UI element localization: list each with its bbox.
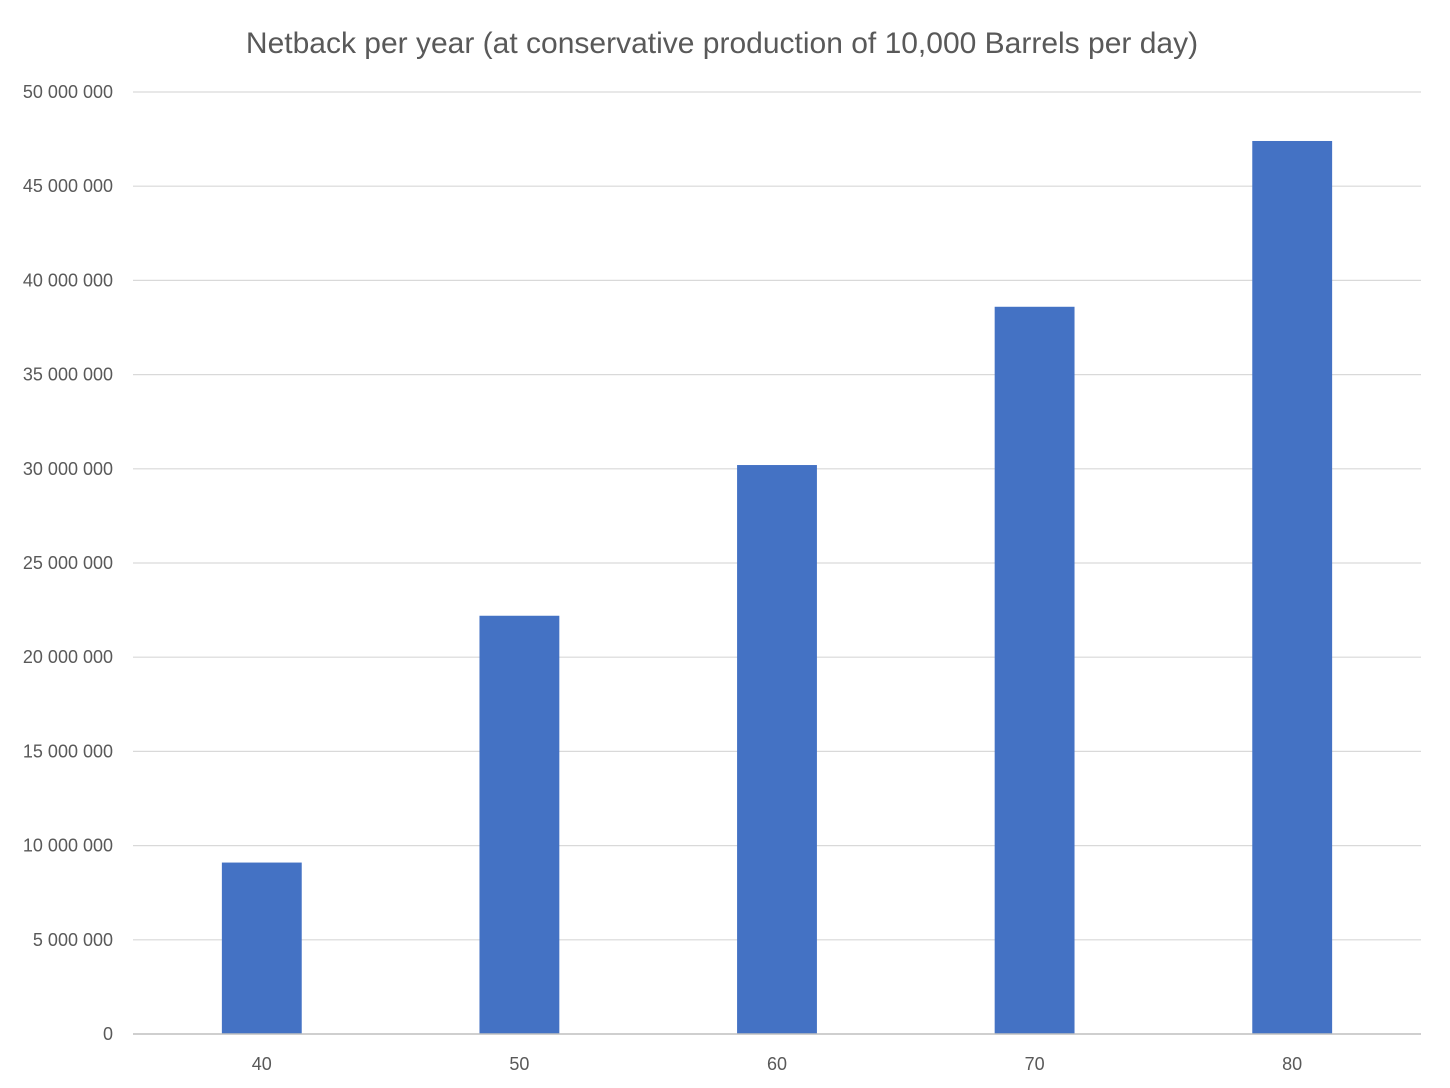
x-tick-label: 50	[509, 1054, 529, 1074]
y-tick-label: 0	[103, 1024, 113, 1044]
y-tick-label: 25 000 000	[23, 553, 113, 573]
bar	[221, 862, 302, 1034]
x-tick-label: 60	[767, 1054, 787, 1074]
x-tick-label: 70	[1025, 1054, 1045, 1074]
x-tick-label: 80	[1282, 1054, 1302, 1074]
chart-title: Netback per year (at conservative produc…	[246, 27, 1198, 60]
y-tick-label: 35 000 000	[23, 365, 113, 385]
y-tick-label: 20 000 000	[23, 647, 113, 667]
y-axis-tick-labels: 0 5 000 000 10 000 000 15 000 000 20 000 000…	[23, 82, 113, 1044]
y-tick-label: 10 000 000	[23, 836, 113, 856]
y-tick-label: 50 000 000	[23, 82, 113, 102]
bar	[1252, 140, 1333, 1034]
bar	[737, 465, 817, 1035]
y-tick-label: 40 000 000	[23, 270, 113, 290]
bar	[994, 306, 1075, 1034]
bar	[479, 615, 560, 1034]
x-axis-tick-labels: 40 50 60 70 80	[252, 1054, 1302, 1074]
y-tick-label: 5 000 000	[33, 930, 113, 950]
x-tick-label: 40	[252, 1054, 272, 1074]
y-tick-label: 15 000 000	[23, 741, 113, 761]
y-tick-label: 45 000 000	[23, 176, 113, 196]
bars	[221, 140, 1333, 1035]
y-tick-label: 30 000 000	[23, 459, 113, 479]
